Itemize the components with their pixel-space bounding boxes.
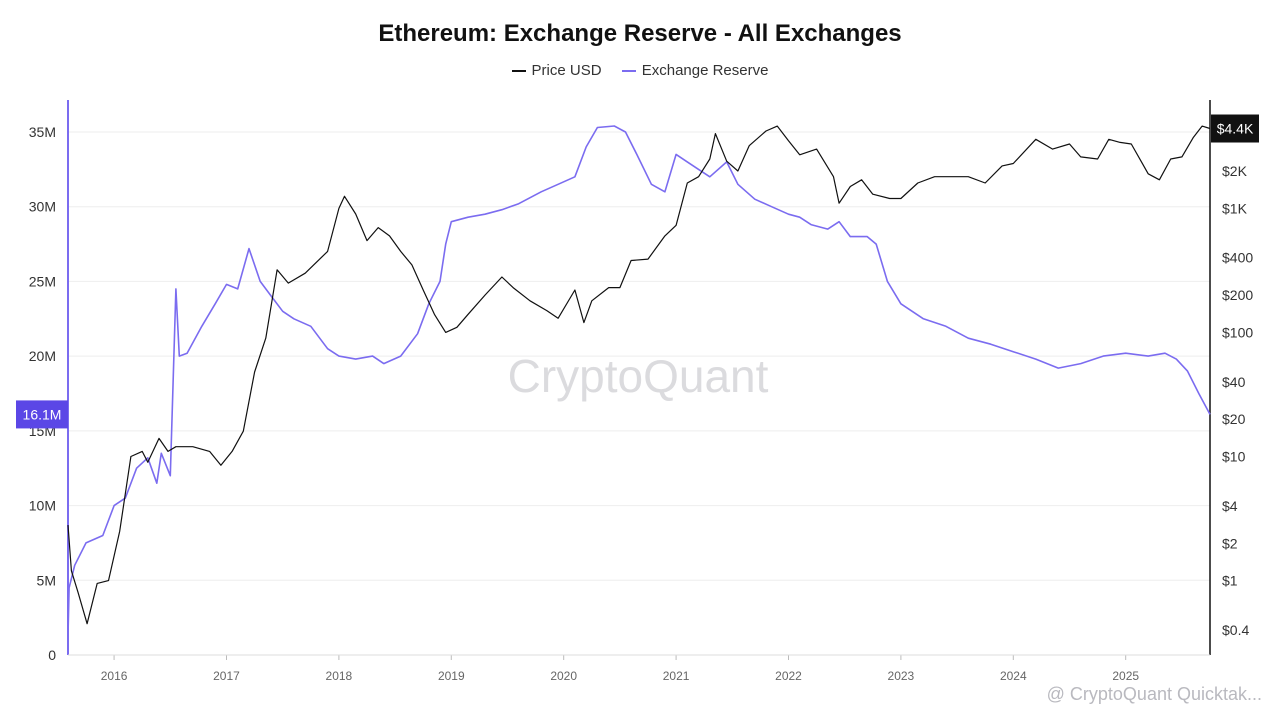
x-tick-label: 2020 <box>550 669 577 683</box>
legend-item-reserve[interactable]: Exchange Reserve <box>621 62 769 79</box>
y-right-tick-label: $40 <box>1222 374 1246 390</box>
price-last-value-badge <box>1211 114 1259 143</box>
x-tick-label: 2017 <box>213 669 240 683</box>
y-right-tick-label: $20 <box>1222 411 1246 427</box>
legend-label-reserve: Exchange Reserve <box>641 62 769 79</box>
y-right-tick-label: $400 <box>1222 250 1253 266</box>
y-left-tick-label: 5M <box>37 572 56 588</box>
series-line-exchange-reserve <box>67 125 1211 636</box>
y-left-tick-label: 20M <box>29 348 56 364</box>
x-tick-label: 2021 <box>663 669 690 683</box>
x-tick-label: 2022 <box>775 669 802 683</box>
chart-title: Ethereum: Exchange Reserve - All Exchang… <box>378 20 902 47</box>
watermark-text: CryptoQuant <box>508 350 769 402</box>
y-right-tick-label: $1K <box>1222 200 1248 216</box>
reserve-last-value-text: 16.1M <box>23 406 62 422</box>
y-left-tick-label: 25M <box>29 273 56 289</box>
x-tick-label: 2019 <box>438 669 465 683</box>
y-right-tick-label: $100 <box>1222 324 1253 340</box>
series-line-price-usd <box>67 125 1211 625</box>
y-left-tick-label: 10M <box>29 498 56 514</box>
legend-item-price[interactable]: Price USD <box>511 62 602 79</box>
y-right-tick-label: $10 <box>1222 449 1246 465</box>
legend-label-price: Price USD <box>531 62 602 79</box>
legend-swatch-reserve <box>621 70 636 73</box>
y-right-tick-label: $200 <box>1222 287 1253 303</box>
legend: Price USD Exchange Reserve <box>0 62 1280 79</box>
price-last-value-text: $4.4K <box>1217 121 1254 137</box>
y-right-tick-label: $4 <box>1222 498 1238 514</box>
y-left-tick-label: 35M <box>29 124 56 140</box>
x-tick-label: 2018 <box>326 669 353 683</box>
y-right-tick-label: $2 <box>1222 535 1238 551</box>
x-tick-label: 2024 <box>1000 669 1027 683</box>
legend-swatch-price <box>511 70 526 73</box>
credit-text: @ CryptoQuant Quicktak... <box>1047 684 1262 704</box>
x-tick-label: 2025 <box>1112 669 1139 683</box>
y-right-tick-label: $2K <box>1222 163 1248 179</box>
y-right-tick-label: $0.4 <box>1222 622 1249 638</box>
y-left-tick-label: 0 <box>48 647 56 663</box>
x-tick-label: 2023 <box>888 669 915 683</box>
y-right-tick-label: $1 <box>1222 573 1238 589</box>
y-left-tick-label: 30M <box>29 199 56 215</box>
reserve-last-value-badge <box>16 400 68 429</box>
x-tick-label: 2016 <box>101 669 128 683</box>
